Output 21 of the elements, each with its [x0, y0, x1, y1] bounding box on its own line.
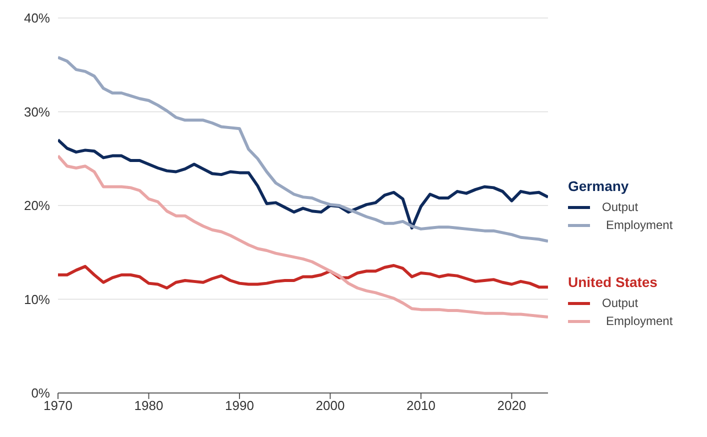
- line-series: [58, 138, 548, 230]
- text: United States: [568, 274, 658, 290]
- x-tick-label: 1980: [134, 398, 164, 414]
- y-tick-label: 20%: [24, 198, 50, 214]
- line-series: [58, 154, 548, 319]
- x-tick-label: 1990: [225, 398, 254, 414]
- x-tick-label: 2000: [316, 398, 345, 414]
- legend-label: Output: [602, 296, 638, 310]
- y-tick-label: 10%: [24, 292, 50, 307]
- line-series: [58, 264, 548, 290]
- legend-label: Output: [602, 200, 638, 214]
- x-tick-label: 2020: [497, 398, 526, 414]
- x-tick-label: 2010: [406, 398, 436, 414]
- y-tick-label: 40%: [24, 10, 50, 26]
- legend-label: Employment: [606, 314, 673, 328]
- text: Germany: [568, 178, 630, 194]
- y-tick-label: 0%: [31, 386, 50, 401]
- y-tick-label: 30%: [24, 104, 50, 120]
- x-tick-label: 1970: [44, 398, 72, 414]
- line-series: [58, 56, 548, 243]
- legend-label: Employment: [606, 218, 673, 232]
